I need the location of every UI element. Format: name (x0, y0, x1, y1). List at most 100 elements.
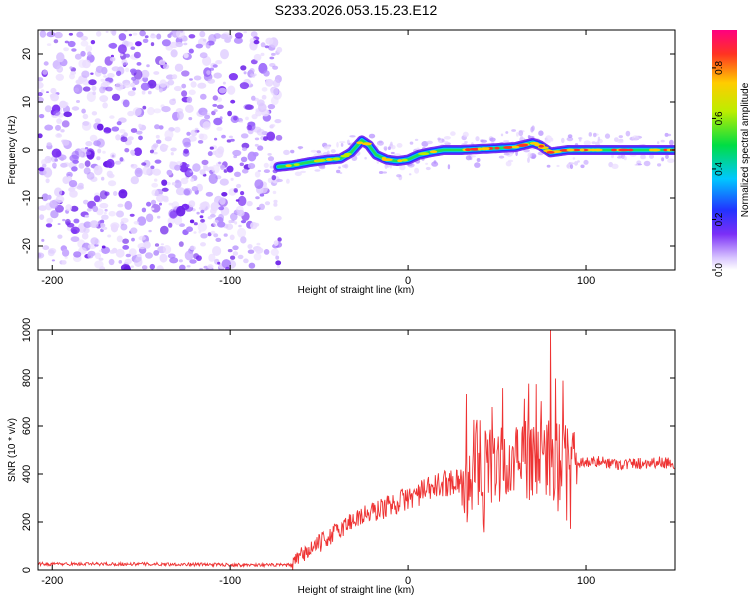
noise-speckle (265, 37, 274, 45)
noise-speckle (230, 177, 234, 181)
noise-speckle (159, 202, 162, 206)
noise-speckle (149, 149, 155, 154)
ridge-scatter (505, 131, 509, 134)
ridge-hotspot (362, 142, 372, 146)
noise-speckle (116, 121, 122, 126)
noise-speckle (71, 106, 80, 111)
y-tick-label: 20 (21, 48, 33, 60)
noise-speckle (233, 37, 243, 44)
noise-speckle (261, 87, 268, 92)
noise-speckle (61, 260, 67, 265)
noise-speckle (243, 31, 247, 34)
noise-speckle (240, 65, 247, 71)
snr-panel: -200 -100 0 100 0 200 400 600 800 1000 Height of… (7, 318, 676, 596)
noise-speckle (73, 251, 82, 258)
noise-speckle (80, 35, 89, 41)
noise-speckle (242, 147, 247, 152)
colorbar-ticks: 0.0 0.2 0.4 0.6 0.8 (712, 61, 725, 277)
ridge-scatter (660, 139, 665, 143)
noise-speckle (46, 43, 52, 46)
noise-speckle (260, 52, 265, 57)
noise-speckle (83, 199, 89, 205)
noise-speckle (221, 259, 231, 269)
noise-speckle (71, 48, 77, 52)
noise-speckle (84, 160, 91, 168)
noise-speckle (143, 159, 151, 168)
noise-speckle (152, 143, 159, 149)
noise-speckle (104, 208, 108, 212)
noise-speckle (111, 30, 117, 36)
noise-speckle (273, 240, 279, 247)
noise-speckle (92, 91, 96, 96)
x-tick-label: -100 (219, 275, 241, 287)
ridge-scatter (290, 149, 295, 154)
noise-speckle (169, 210, 178, 219)
noise-speckle (273, 202, 278, 207)
noise-speckle (212, 246, 222, 256)
snr-x-label: Height of straight line (km) (298, 585, 415, 596)
noise-speckle (71, 166, 78, 172)
noise-speckle (134, 167, 143, 178)
noise-speckle (207, 151, 213, 157)
ridge-scatter (669, 139, 674, 146)
ridge-hotspot (381, 156, 387, 160)
noise-speckle (80, 50, 86, 57)
noise-speckle (170, 49, 178, 58)
noise-speckle (159, 79, 167, 88)
noise-speckle (210, 202, 219, 212)
noise-speckle (96, 208, 104, 216)
noise-speckle (170, 152, 174, 156)
noise-speckle (169, 257, 179, 264)
noise-speckle (150, 165, 155, 170)
noise-speckle (220, 33, 229, 40)
noise-speckle (40, 89, 45, 93)
noise-speckle (207, 264, 214, 269)
noise-speckle (142, 76, 149, 83)
noise-speckle (255, 110, 262, 117)
noise-speckle (208, 173, 218, 184)
ridge-scatter (520, 136, 524, 141)
noise-speckle (39, 214, 45, 221)
noise-speckle (115, 134, 121, 141)
noise-speckle (210, 230, 216, 235)
ridge-hotspot (356, 141, 364, 145)
noise-speckle (267, 177, 273, 183)
noise-speckle (146, 64, 150, 68)
noise-speckle (188, 117, 193, 121)
noise-speckle (81, 70, 90, 78)
noise-speckle (105, 30, 109, 33)
noise-speckle (116, 210, 124, 218)
noise-speckle (245, 116, 249, 121)
ridge-scatter (611, 154, 614, 159)
noise-speckle (227, 249, 233, 253)
noise-speckle (118, 260, 123, 264)
noise-speckle (108, 258, 115, 266)
y-tick-label: 0 (21, 567, 33, 573)
noise-speckle (39, 30, 47, 38)
noise-speckle (256, 242, 261, 246)
noise-speckle (38, 205, 47, 212)
ridge-scatter (474, 162, 481, 168)
ridge-scatter (545, 135, 552, 142)
noise-speckle (132, 107, 142, 117)
noise-speckle (253, 222, 260, 227)
ridge-hotspot (484, 147, 490, 151)
noise-speckle (212, 150, 217, 155)
noise-speckle (188, 34, 196, 39)
noise-speckle (91, 85, 97, 92)
colorbar-tick-label: 0.0 (714, 263, 725, 277)
noise-speckle (159, 88, 163, 93)
noise-speckle (41, 238, 45, 242)
colorbar: 0.0 0.2 0.4 0.6 0.8 Normalized spectral ampl… (712, 30, 750, 277)
noise-speckle (150, 207, 155, 211)
noise-speckle (254, 171, 261, 178)
noise-speckle (213, 109, 218, 113)
noise-speckle (274, 119, 282, 124)
noise-speckle (234, 221, 238, 225)
noise-speckle (183, 189, 191, 196)
noise-speckle (215, 60, 223, 65)
noise-speckle (131, 237, 135, 242)
noise-speckle (109, 115, 115, 119)
noise-speckle (155, 134, 160, 139)
noise-speckle (90, 237, 99, 245)
